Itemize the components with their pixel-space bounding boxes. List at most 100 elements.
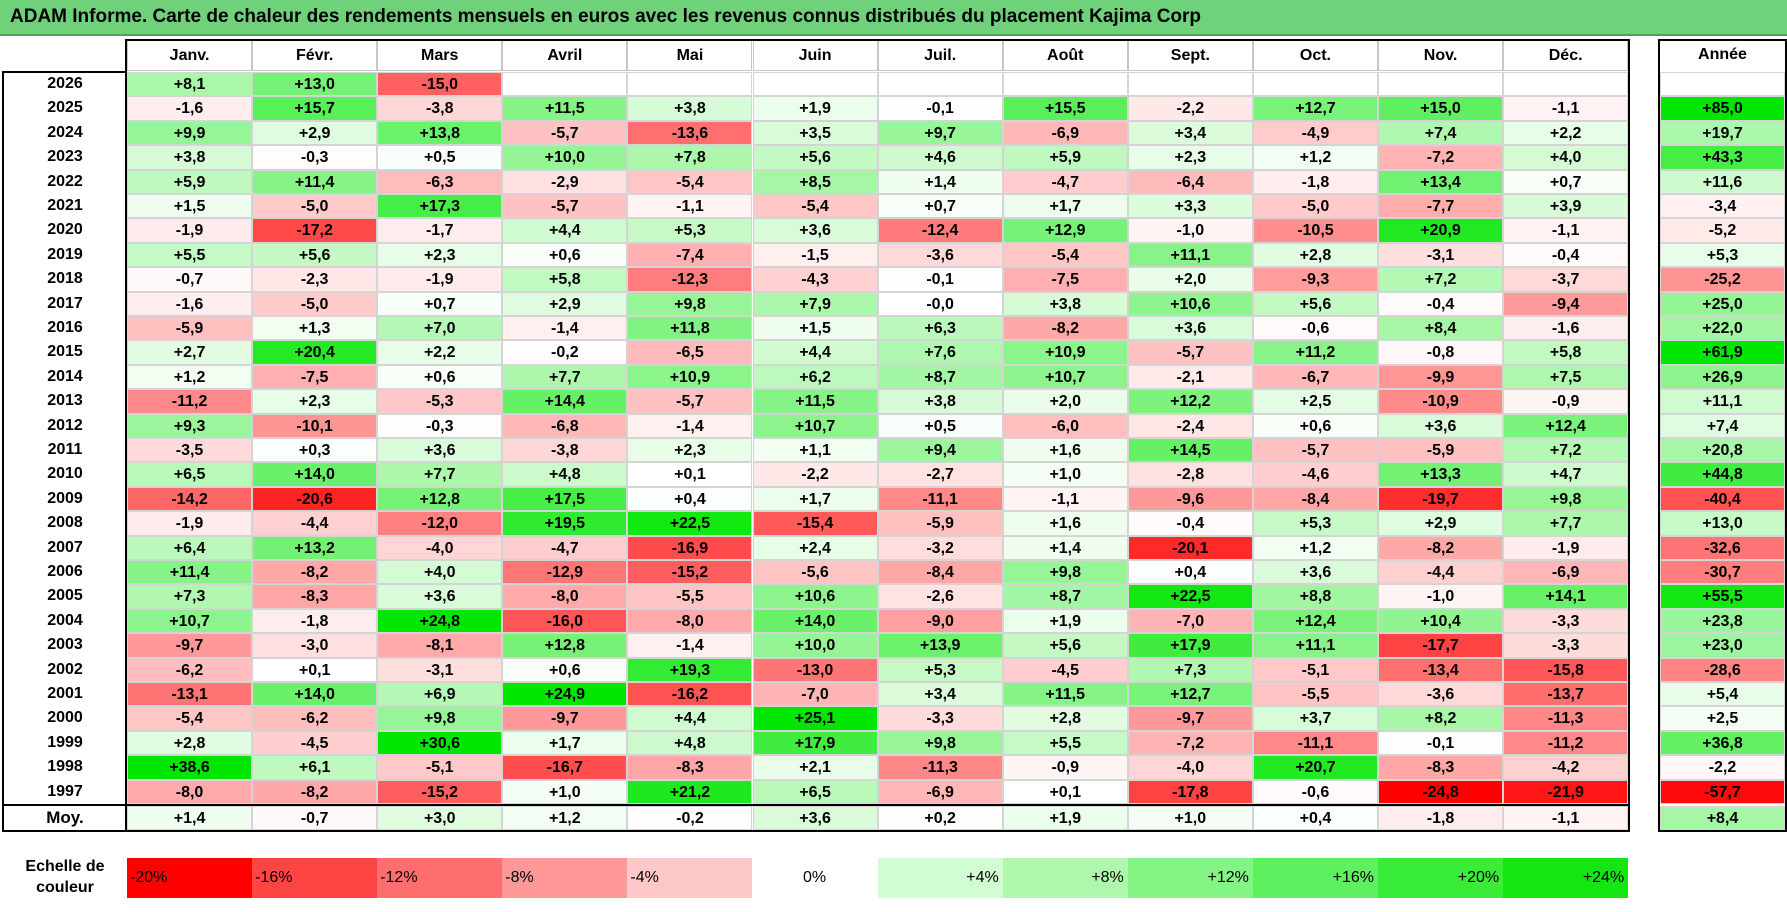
year-label: 2019 — [47, 245, 83, 263]
heatmap-cell: -0,8 — [1378, 340, 1504, 365]
heatmap-cell: -3,7 — [1503, 267, 1629, 292]
heatmap-cell: +5,9 — [127, 169, 253, 194]
heatmap-cell: -4,4 — [1378, 560, 1504, 585]
average-cell: +1,4 — [127, 806, 253, 831]
heatmap-cell: -8,4 — [877, 560, 1003, 585]
heatmap-cell: -1,4 — [502, 316, 628, 341]
heatmap-cell: -7,5 — [1002, 267, 1128, 292]
heatmap-cell: +12,4 — [1503, 413, 1629, 438]
heatmap-cell: +5,3 — [877, 657, 1003, 682]
scale-swatch: +8% — [1002, 858, 1128, 899]
year-label: 2014 — [47, 367, 83, 385]
average-cell: +1,2 — [502, 806, 628, 831]
heatmap-cell: +0,6 — [502, 242, 628, 268]
scale-swatch: -8% — [502, 858, 628, 899]
heatmap-cell: +9,7 — [877, 120, 1003, 146]
heatmap-cell: -19,7 — [1378, 486, 1504, 512]
heatmap-cell: -4,7 — [502, 535, 628, 560]
heatmap-cell: -9,4 — [1503, 291, 1629, 316]
heatmap-cell: -0,4 — [1503, 242, 1629, 268]
scale-swatch: -12% — [377, 858, 503, 899]
average-cell: +0,2 — [877, 806, 1003, 831]
heatmap-cell: +0,4 — [627, 486, 753, 512]
heatmap-cell: -10,9 — [1378, 389, 1504, 414]
heatmap-cell: -1,4 — [627, 633, 753, 658]
heatmap-cell: -1,9 — [127, 511, 253, 536]
heatmap-cell: +15,0 — [1378, 96, 1504, 121]
heatmap-cell: -2,6 — [877, 584, 1003, 609]
annual-cell: +85,0 — [1660, 96, 1785, 121]
heatmap-cell: -5,7 — [1127, 340, 1253, 365]
heatmap-cell: -8,0 — [127, 779, 253, 804]
heatmap-cell: +22,5 — [627, 511, 753, 536]
average-cell: +3,6 — [752, 806, 878, 831]
heatmap-cell: +2,9 — [252, 120, 378, 146]
heatmap-cell: +3,7 — [1252, 706, 1378, 731]
heatmap-cell: +9,8 — [377, 706, 503, 731]
heatmap-cell: +21,2 — [627, 779, 753, 804]
heatmap-cell: +4,4 — [502, 218, 628, 243]
heatmap-cell: -3,1 — [1378, 242, 1504, 268]
heatmap-cell: +10,0 — [502, 145, 628, 170]
year-label: 2012 — [47, 416, 83, 434]
heatmap-cell: +1,9 — [752, 96, 878, 121]
heatmap-cell: +11,5 — [752, 389, 878, 414]
heatmap-cell: -8,4 — [1252, 486, 1378, 512]
heatmap-cell: +13,2 — [252, 535, 378, 560]
heatmap-cell: +7,2 — [1378, 267, 1504, 292]
heatmap-cell: +15,5 — [1002, 96, 1128, 121]
heatmap-cell: +1,2 — [1252, 145, 1378, 170]
year-label: 2005 — [47, 587, 83, 605]
heatmap-cell: +5,6 — [1002, 633, 1128, 658]
heatmap-cell: +0,1 — [627, 462, 753, 487]
average-cell: +0,4 — [1252, 806, 1378, 831]
scale-swatch: +20% — [1378, 858, 1504, 899]
annual-cell: +11,6 — [1660, 169, 1785, 194]
heatmap-cell — [1002, 72, 1128, 97]
heatmap-cell: -9,0 — [877, 608, 1003, 634]
scale-swatch: -16% — [252, 858, 378, 899]
heatmap-cell: +19,5 — [502, 511, 628, 536]
year-label: 2026 — [47, 75, 83, 92]
heatmap-cell: -0,1 — [1378, 730, 1504, 756]
heatmap-cell: -5,7 — [502, 194, 628, 219]
annual-cell: -30,7 — [1660, 560, 1785, 585]
heatmap-cell: -5,4 — [752, 194, 878, 219]
annual-cell: +2,5 — [1660, 706, 1785, 731]
heatmap-cell: -3,8 — [377, 96, 503, 121]
heatmap-cell: -17,8 — [1127, 779, 1253, 804]
heatmap-cell: +0,3 — [252, 438, 378, 463]
heatmap-cell: +2,2 — [1503, 120, 1629, 146]
heatmap-cell: -7,4 — [627, 242, 753, 268]
heatmap-cell: -2,2 — [752, 462, 878, 487]
year-label: 2013 — [47, 392, 83, 410]
heatmap-cell: +1,7 — [752, 486, 878, 512]
heatmap-cell: -8,2 — [252, 779, 378, 804]
heatmap-cell: -3,8 — [502, 438, 628, 463]
heatmap-cell: +5,3 — [627, 218, 753, 243]
heatmap-cell: -8,3 — [1378, 755, 1504, 780]
heatmap-cell: -7,5 — [252, 364, 378, 390]
heatmap-cell: +8,4 — [1378, 316, 1504, 341]
heatmap-cell: +3,8 — [127, 145, 253, 170]
heatmap-cell: +12,8 — [502, 633, 628, 658]
heatmap-cell: -6,8 — [502, 413, 628, 438]
heatmap-cell: +10,0 — [752, 633, 878, 658]
heatmap-cell: -15,4 — [752, 511, 878, 536]
heatmap-cell: +5,3 — [1252, 511, 1378, 536]
annual-cell: +25,0 — [1660, 291, 1785, 316]
heatmap-cell: +1,5 — [752, 316, 878, 341]
heatmap-cell — [1252, 72, 1378, 97]
heatmap-cell: +6,3 — [877, 316, 1003, 341]
heatmap-cell: +12,8 — [377, 486, 503, 512]
heatmap-cell: +3,8 — [877, 389, 1003, 414]
heatmap-cell: +2,9 — [502, 291, 628, 316]
heatmap-cell: -14,2 — [127, 486, 253, 512]
annual-cell: +23,8 — [1660, 608, 1785, 634]
heatmap-cell: -1,0 — [1378, 584, 1504, 609]
average-cell: -0,2 — [627, 806, 753, 831]
heatmap-cell: +1,0 — [502, 779, 628, 804]
heatmap-cell: -2,2 — [1127, 96, 1253, 121]
heatmap-cell: +13,8 — [377, 120, 503, 146]
heatmap-cell: +2,3 — [252, 389, 378, 414]
